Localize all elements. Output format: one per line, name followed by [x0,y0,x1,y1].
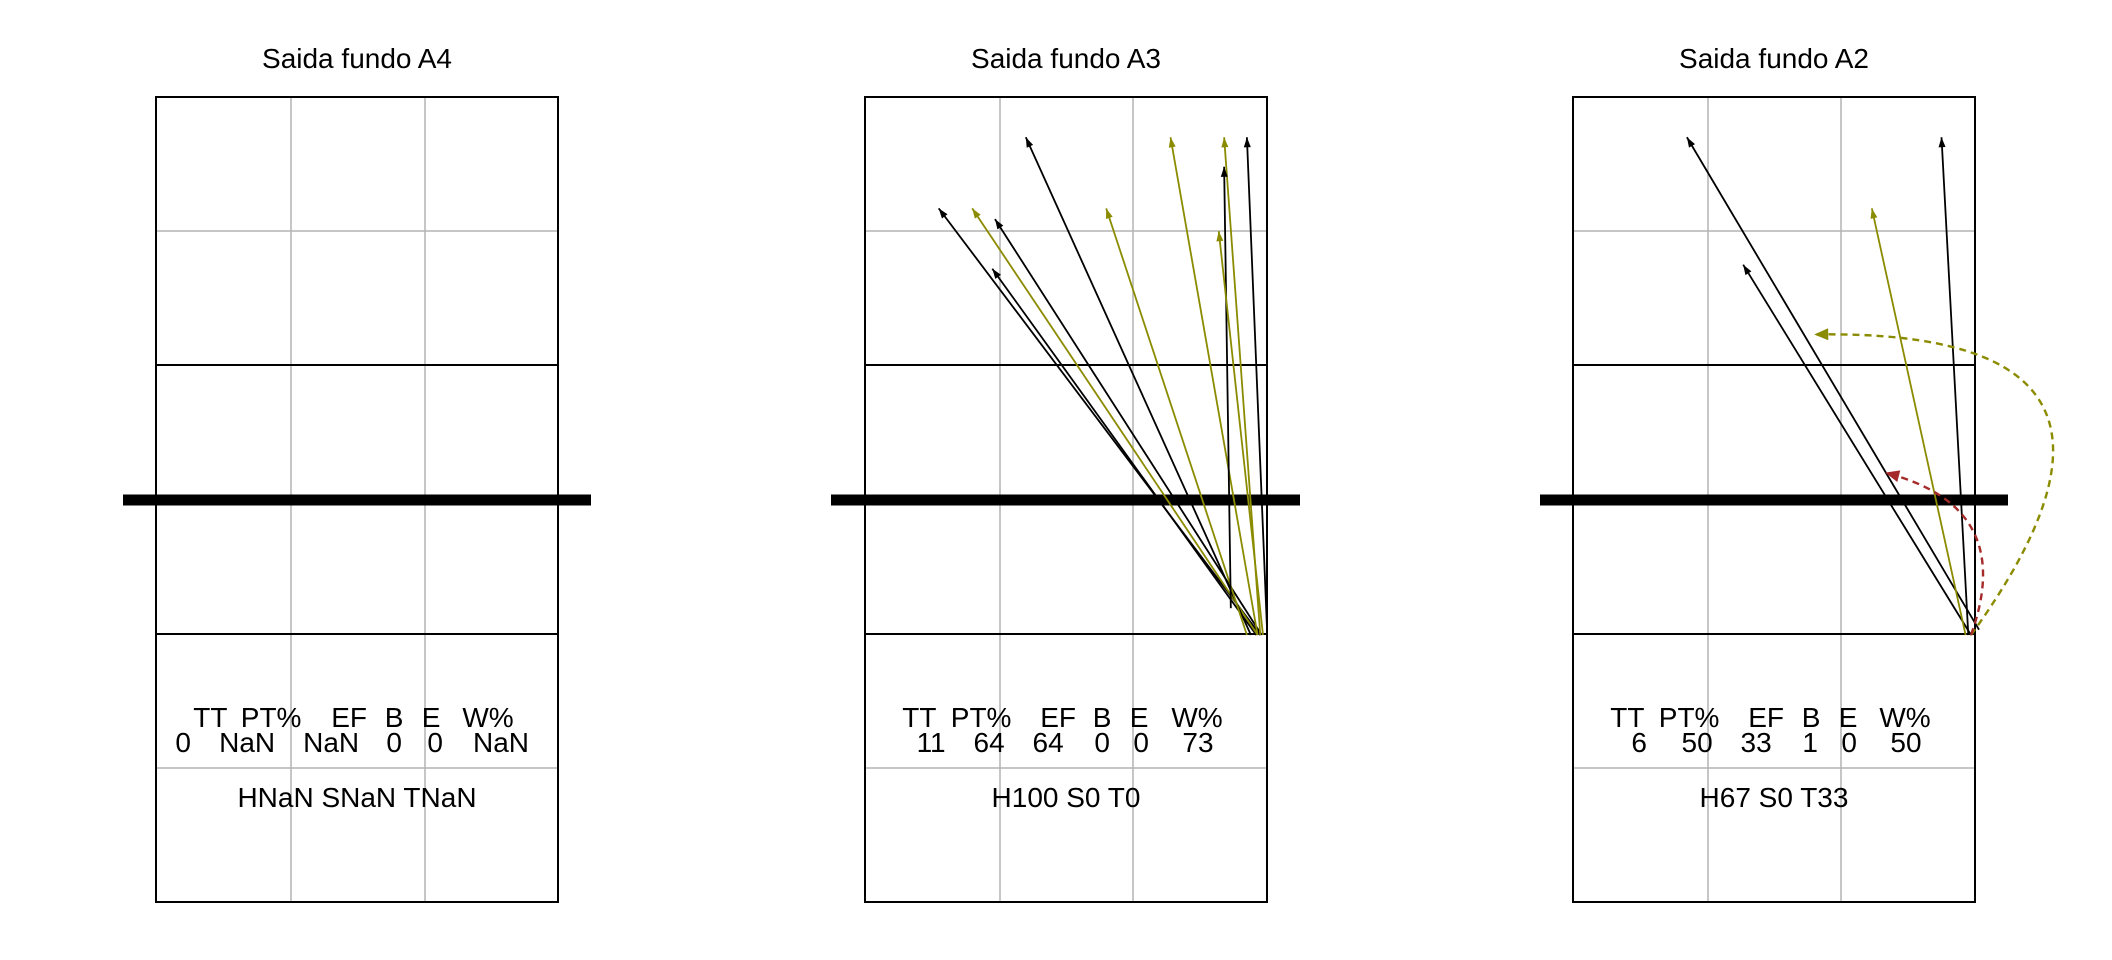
panel-title: Saida fundo A3 [971,43,1161,74]
stat-value-w: NaN [473,727,529,758]
arrow-head [1870,208,1878,219]
arrow-head [1106,208,1113,219]
arrow-head [1220,166,1228,177]
stat-header-ef: EF [331,702,367,733]
stat-value-tt: 0 [175,727,191,758]
stat-value-pt: 50 [1682,727,1713,758]
attack-arrow [1105,208,1248,636]
stat-value-w: 50 [1890,727,1921,758]
stats-header: TT PT% EF B E W% [902,702,1222,733]
stat-value-w: 73 [1182,727,1213,758]
arrows-layer [1686,136,2055,636]
attack-arrow [1169,137,1259,636]
dashed-curve-arrow [1814,333,2055,636]
dashed-curve-arrow [1884,471,1985,636]
stat-header-e: E [1130,702,1149,733]
stat-header-ef: EF [1748,702,1784,733]
panel-a2: Saida fundo A2 TT PT% EF B E W% 6 50 33 … [1540,43,2055,903]
attack-arrow [1870,208,1967,636]
summary-text: H100 S0 T0 [992,782,1141,813]
attack-arrow [1217,231,1264,636]
arrow-head [1025,137,1034,148]
stat-value-e: 0 [1841,727,1857,758]
arrow-head [1221,137,1229,148]
attack-arrow [1024,136,1252,636]
arrow-head [1168,137,1176,148]
stat-header-pt: PT% [1659,702,1720,733]
stat-header-pt: PT% [951,702,1012,733]
stat-value-b: 0 [386,727,402,758]
summary-text: HNaN SNaN TNaN [237,782,476,813]
arrow-head [1814,328,1829,341]
stat-value-e: 0 [1133,727,1149,758]
stat-header-pt: PT% [241,702,302,733]
arrow-head [1743,264,1752,276]
arrow-head [1885,470,1901,482]
arrow-head [1216,231,1224,242]
stats-values: 11 64 64 0 0 73 [917,727,1214,758]
stat-value-tt: 11 [917,727,946,758]
stat-header-b: B [1802,702,1821,733]
stats-values: 0 NaN NaN 0 0 NaN [175,727,529,758]
stat-header-w: W% [1171,702,1222,733]
stat-value-b: 0 [1094,727,1110,758]
stat-value-pt: NaN [219,727,275,758]
stat-header-tt: TT [902,702,936,733]
stat-header-b: B [385,702,404,733]
arrow-head [992,268,1001,279]
stats-values: 6 50 33 1 0 50 [1631,727,1921,758]
stat-header-tt: TT [1610,702,1644,733]
panel-a3: Saida fundo A3 TT PT% EF B E W% 11 64 64… [831,43,1300,903]
attack-arrow [1686,136,1980,631]
stats-header: TT PT% EF B E W% [193,702,513,733]
stat-header-e: E [1839,702,1858,733]
stat-value-ef: NaN [303,727,359,758]
attack-arrow [991,268,1258,636]
stat-value-e: 0 [427,727,443,758]
stat-value-ef: 64 [1033,727,1064,758]
panel-a4: Saida fundo A4 TT PT% EF B E W% 0 NaN Na… [123,43,591,903]
arrow-head [1938,137,1946,148]
stat-header-ef: EF [1040,702,1076,733]
stat-header-w: W% [1879,702,1930,733]
arrow-head [1243,137,1251,148]
attack-arrow [994,218,1263,636]
attack-arrow [1246,137,1268,629]
stat-value-ef: 33 [1741,727,1772,758]
stat-value-b: 1 [1802,727,1818,758]
attack-arrow [1940,137,1970,636]
attack-arrow [1223,166,1232,609]
panel-title: Saida fundo A2 [1679,43,1869,74]
attack-arrow [937,207,1262,636]
stat-header-e: E [422,702,441,733]
summary-text: H67 S0 T33 [1700,782,1849,813]
arrow-head [994,219,1004,230]
arrow-head [1686,137,1696,148]
attack-arrow [971,207,1259,636]
stat-value-tt: 6 [1631,727,1647,758]
arrow-head [972,208,981,219]
arrows-layer [937,136,1268,636]
attack-arrow [1742,264,1972,636]
stats-header: TT PT% EF B E W% [1610,702,1930,733]
arrow-head [938,208,948,219]
stat-header-w: W% [462,702,513,733]
stat-header-b: B [1093,702,1112,733]
panel-title: Saida fundo A4 [262,43,452,74]
stat-value-pt: 64 [974,727,1005,758]
stat-header-tt: TT [193,702,227,733]
